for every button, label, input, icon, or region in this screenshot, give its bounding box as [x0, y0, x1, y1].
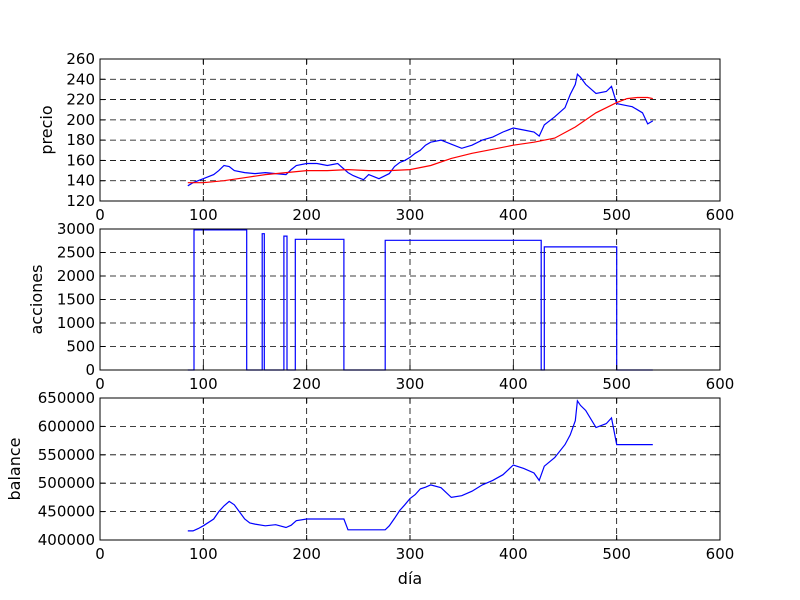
x-tick-label: 0	[95, 375, 105, 393]
x-tick-label: 0	[95, 545, 105, 563]
x-tick-label: 400	[499, 206, 528, 224]
y-tick-label: 500	[66, 338, 95, 356]
y-tick-label: 220	[66, 91, 95, 109]
panel-2: 0 100 200 300 400 500 600 0 500 1000 1500 2000 2500 3…	[27, 220, 734, 393]
x-tick-label: 100	[189, 206, 218, 224]
x-axis-label: día	[398, 569, 422, 588]
y-axis-label: precio	[37, 105, 56, 154]
y-tick-label: 2500	[57, 244, 95, 262]
x-tick-label: 100	[189, 375, 218, 393]
x-tick-label: 400	[499, 375, 528, 393]
y-tick-label: 2000	[57, 267, 95, 285]
y-tick-label: 0	[85, 361, 95, 379]
series-line-1	[187, 72, 654, 187]
x-tick-label: 400	[499, 545, 528, 563]
y-tick-label: 600000	[38, 417, 95, 435]
y-tick-label: 650000	[38, 389, 95, 407]
x-tick-label: 300	[396, 375, 425, 393]
x-tick-label: 0	[95, 206, 105, 224]
series-line-1	[187, 399, 653, 532]
x-tick-label: 300	[396, 206, 425, 224]
x-tick-label: 500	[602, 375, 631, 393]
y-tick-label: 160	[66, 151, 95, 169]
x-tick-label: 500	[602, 545, 631, 563]
y-tick-label: 450000	[38, 503, 95, 521]
x-tick-label: 600	[706, 375, 735, 393]
y-tick-label: 1500	[57, 291, 95, 309]
x-tick-label: 200	[292, 206, 321, 224]
y-tick-label: 140	[66, 172, 95, 190]
series-line-1	[187, 229, 653, 371]
y-tick-label: 500000	[38, 474, 95, 492]
y-tick-label: 1000	[57, 314, 95, 332]
panel-1: 0 100 200 300 400 500 600 120 140 160 180 200 220 240…	[37, 50, 734, 224]
x-tick-label: 600	[706, 206, 735, 224]
y-tick-label: 120	[66, 192, 95, 210]
x-tick-label: 200	[292, 375, 321, 393]
x-tick-label: 100	[189, 545, 218, 563]
y-tick-label: 3000	[57, 220, 95, 238]
y-axis-label: balance	[5, 438, 24, 501]
y-tick-label: 260	[66, 50, 95, 68]
y-tick-label: 180	[66, 131, 95, 149]
y-tick-label: 550000	[38, 446, 95, 464]
x-tick-label: 300	[396, 545, 425, 563]
x-tick-label: 600	[706, 545, 735, 563]
y-tick-label: 240	[66, 70, 95, 88]
x-tick-label: 200	[292, 545, 321, 563]
y-tick-label: 200	[66, 111, 95, 129]
x-tick-label: 500	[602, 206, 631, 224]
y-axis-label: acciones	[27, 265, 46, 335]
panel-3: 0 100 200 300 400 500 600 400000 450000 500000 550…	[5, 389, 734, 588]
y-tick-label: 400000	[38, 531, 95, 549]
series-line-2	[187, 96, 653, 184]
